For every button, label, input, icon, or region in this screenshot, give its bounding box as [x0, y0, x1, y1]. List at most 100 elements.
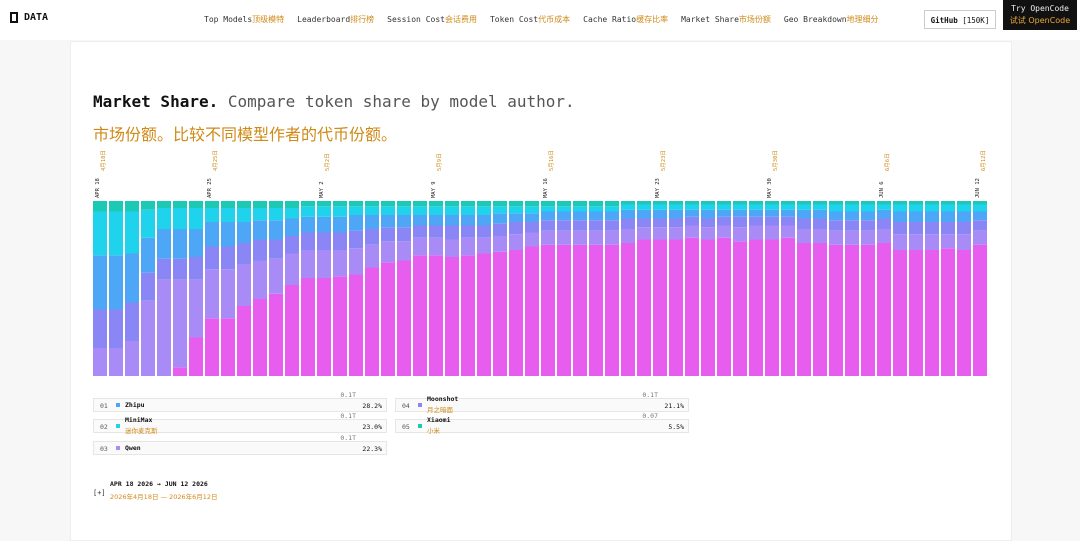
legend-row[interactable]: 05 Xiaomi 小米 0.07 5.5% [395, 412, 689, 435]
nav-en: Session Cost [387, 15, 445, 24]
bar-segment [509, 213, 523, 222]
legend-tokens: 0.07 [642, 412, 658, 420]
bar-segment [221, 318, 235, 376]
bar-segment [125, 253, 139, 303]
bar-segment [589, 244, 603, 376]
x-tick-label: APR 25 [207, 178, 213, 198]
bar-segment [205, 318, 219, 376]
bar-segment [141, 201, 155, 210]
bar-segment [893, 234, 907, 250]
bar-segment [573, 206, 587, 212]
bar-segment [877, 229, 891, 243]
bar-segment [957, 222, 971, 235]
bar-segment [269, 208, 283, 221]
bar-segment [157, 279, 171, 376]
bar-segment [285, 201, 299, 208]
bar-segment [381, 201, 395, 207]
bar-segment [237, 222, 251, 243]
bar-segment [269, 239, 283, 259]
bar-segment [381, 215, 395, 228]
legend-rank: 04 [402, 402, 410, 410]
legend-swatch [116, 446, 120, 450]
bar-segment [781, 204, 795, 210]
bar-segment [93, 211, 107, 256]
bar-segment [493, 201, 507, 207]
bar-segment [381, 262, 395, 376]
github-button[interactable]: GitHub [150K] [924, 10, 996, 29]
nav-item[interactable]: Market Share市场份额 [681, 14, 771, 25]
bar-segment [445, 206, 459, 215]
legend-share: 23.0% [362, 423, 382, 431]
legend-row[interactable]: 02 MiniMax 迷你麦克斯 0.1T 23.0% [93, 412, 387, 435]
bar-segment [861, 230, 875, 245]
bar-segment [253, 208, 267, 221]
bar-segment [413, 201, 427, 207]
legend-name-zh: 小米 [427, 427, 440, 435]
bar-segment [717, 237, 731, 376]
bar-segment [925, 211, 939, 222]
nav-item[interactable]: Session Cost会话费用 [387, 14, 477, 25]
bar-segment [333, 216, 347, 233]
bar-segment [413, 255, 427, 376]
nav-item[interactable]: Cache Ratio缓存比率 [583, 14, 668, 25]
bar-segment [685, 225, 699, 238]
bar-segment [253, 239, 267, 261]
legend-row[interactable]: 04 Moonshot 月之暗面 0.1T 21.1% [395, 391, 689, 414]
x-tick-label-zh: 5月9日 [436, 153, 443, 171]
bar-segment [733, 227, 747, 242]
x-tick-label-zh: 4月18日 [100, 150, 107, 171]
bar-segment [221, 201, 235, 208]
x-tick-label: MAY 23 [655, 178, 661, 198]
bar-segment [413, 225, 427, 238]
nav-zh: 排行榜 [350, 15, 375, 24]
bar-segment [909, 211, 923, 222]
bar-segment [125, 341, 139, 376]
legend-rank: 01 [100, 402, 108, 410]
nav-item[interactable]: Geo Breakdown地理细分 [784, 14, 879, 25]
legend-row[interactable]: 03 Qwen 0.1T 22.3% [93, 434, 387, 455]
logo-text: DATA [24, 12, 49, 23]
bar-segment [909, 234, 923, 250]
bar-segment [573, 244, 587, 376]
bar-segment [109, 255, 123, 310]
legend-share: 5.5% [668, 423, 684, 431]
bar-segment [509, 234, 523, 250]
nav-item[interactable]: Token Cost代币成本 [490, 14, 570, 25]
bar-segment [141, 209, 155, 238]
bar-segment [605, 206, 619, 212]
bar-segment [909, 201, 923, 205]
nav-zh: 缓存比率 [636, 15, 669, 24]
bar-segment [269, 220, 283, 240]
bar-segment [397, 227, 411, 242]
bar-segment [205, 208, 219, 222]
try-button[interactable]: Try OpenCode 试试 OpenCode [1003, 0, 1077, 30]
bar-segment [845, 244, 859, 376]
bar-segment [861, 244, 875, 376]
bar-segment [733, 201, 747, 205]
nav-zh: 代币成本 [538, 15, 571, 24]
bar-segment [397, 206, 411, 215]
bar-segment [445, 201, 459, 207]
nav-item[interactable]: Leaderboard排行榜 [297, 14, 374, 25]
bar-segment [957, 204, 971, 212]
nav-item[interactable]: Top Models顶级模特 [204, 14, 284, 25]
toggle[interactable]: [+] [93, 489, 106, 497]
bar-segment [621, 218, 635, 229]
bar-segment [285, 253, 299, 285]
bar-segment [685, 204, 699, 210]
bar-segment [669, 209, 683, 219]
bar-segment [669, 204, 683, 210]
bar-segment [365, 201, 379, 207]
nav-en: Leaderboard [297, 15, 351, 24]
logo[interactable]: DATA [10, 12, 48, 23]
x-tick-label-zh: 5月2日 [324, 153, 331, 171]
bar-segment [333, 206, 347, 217]
bar-segment [397, 215, 411, 228]
legend-row[interactable]: 01 Zhipu 0.1T 28.2% [93, 391, 387, 412]
bar-segment [525, 201, 539, 207]
bar-segment [701, 218, 715, 228]
nav-en: Geo Breakdown [783, 15, 847, 24]
bar-segment [845, 230, 859, 245]
bar-segment [733, 241, 747, 376]
